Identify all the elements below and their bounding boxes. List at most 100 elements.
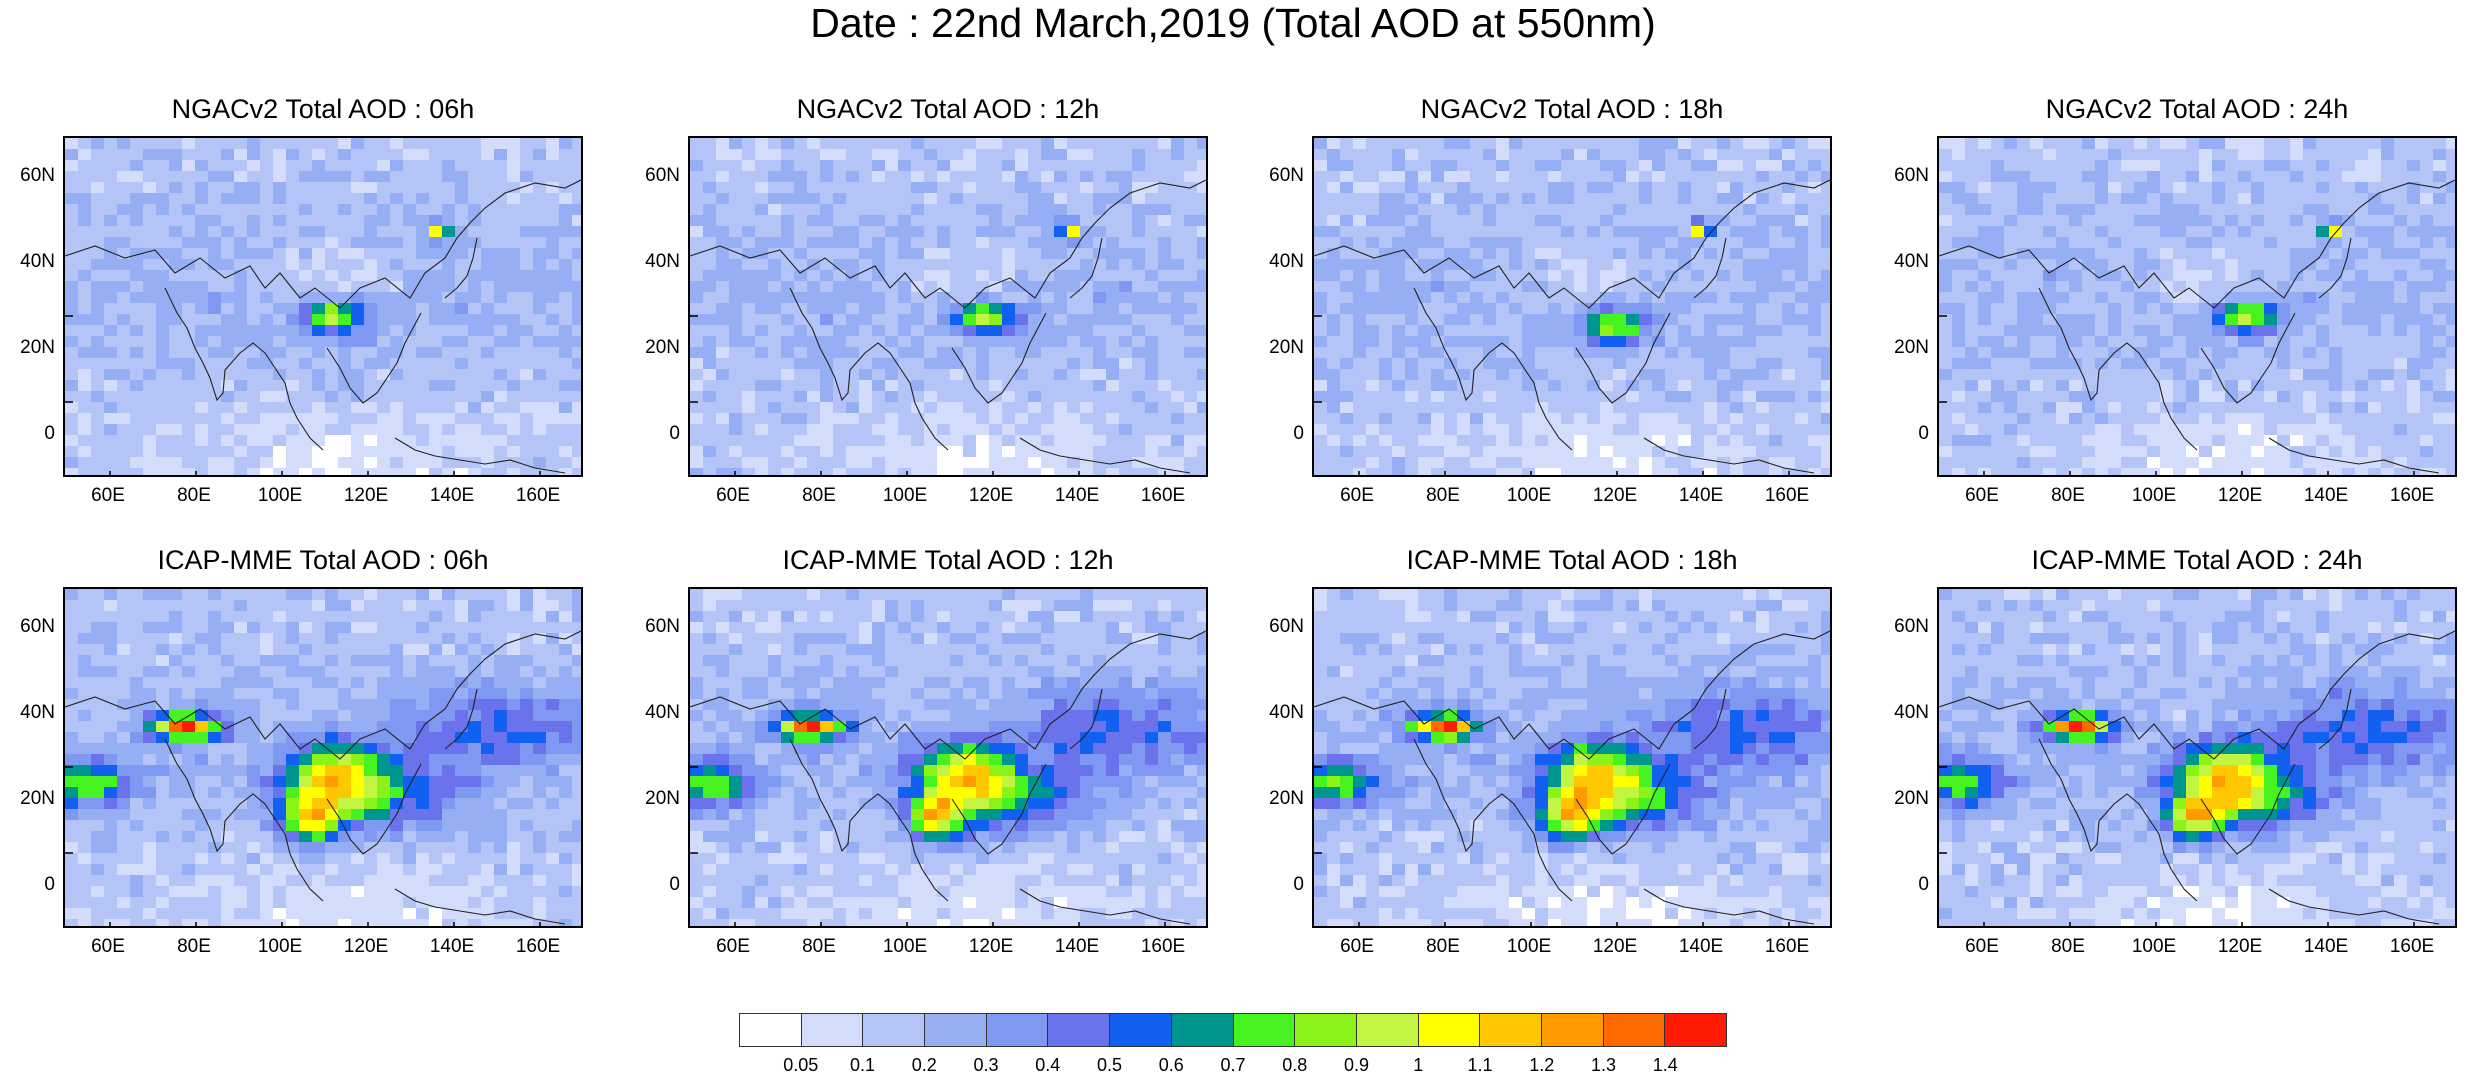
colorbar-label: 1 [1393,1054,1443,1076]
lon-label: 160E [2377,485,2447,507]
panel-title: NGACv2 Total AOD : 06h [23,92,623,126]
lon-label: 60E [698,936,768,958]
lon-label: 60E [73,936,143,958]
lon-label: 160E [1128,936,1198,958]
lon-label: 120E [1580,485,1650,507]
colorbar-label: 0.9 [1332,1054,1382,1076]
colorbar-label: 1.1 [1455,1054,1505,1076]
lat-label: 40N [1248,702,1304,724]
lat-label: 40N [624,702,680,724]
lat-label: 0 [1248,423,1304,445]
aod-field [1314,138,1832,477]
colorbar-box [1048,1014,1110,1046]
lon-label: 120E [956,485,1026,507]
lon-label: 100E [870,936,940,958]
colorbar-box [1110,1014,1172,1046]
lat-label: 60N [0,616,55,638]
lon-label: 80E [159,936,229,958]
panel-title: ICAP-MME Total AOD : 06h [23,543,623,577]
lat-label: 20N [1248,337,1304,359]
lat-label: 40N [1248,251,1304,273]
figure-title: Date : 22nd March,2019 (Total AOD at 550… [0,0,2466,46]
lat-label: 0 [0,874,55,896]
panel-title: ICAP-MME Total AOD : 24h [1897,543,2466,577]
colorbar-label: 0.05 [776,1054,826,1076]
lon-label: 160E [1128,485,1198,507]
lat-label: 0 [1873,874,1929,896]
colorbar-box [1234,1014,1296,1046]
lon-label: 160E [503,485,573,507]
lon-label: 60E [73,485,143,507]
colorbar-label: 0.1 [838,1054,888,1076]
lat-label: 60N [1873,616,1929,638]
aod-map-panel [63,136,583,477]
lat-label: 0 [624,874,680,896]
lon-label: 140E [1666,485,1736,507]
lon-label: 160E [503,936,573,958]
aod-field [690,589,1208,928]
lon-label: 80E [784,485,854,507]
lon-label: 100E [2119,936,2189,958]
colorbar-box [1480,1014,1542,1046]
lon-label: 60E [1322,485,1392,507]
lon-label: 140E [1666,936,1736,958]
colorbar-label: 1.3 [1579,1054,1629,1076]
panel-title: NGACv2 Total AOD : 12h [648,92,1248,126]
lat-label: 60N [0,165,55,187]
panel-title: ICAP-MME Total AOD : 18h [1272,543,1872,577]
aod-field [65,138,583,477]
lon-label: 80E [1408,936,1478,958]
lat-label: 20N [624,788,680,810]
colorbar-box [863,1014,925,1046]
lat-label: 60N [624,616,680,638]
colorbar-label: 0.6 [1146,1054,1196,1076]
lat-label: 40N [1873,251,1929,273]
lat-label: 40N [624,251,680,273]
lon-label: 140E [2291,485,2361,507]
lon-label: 120E [331,936,401,958]
lon-label: 80E [159,485,229,507]
panel-title: NGACv2 Total AOD : 18h [1272,92,1872,126]
lat-label: 60N [1248,165,1304,187]
lat-label: 20N [624,337,680,359]
lat-label: 20N [1248,788,1304,810]
lon-label: 100E [1494,936,1564,958]
lon-label: 60E [1322,936,1392,958]
colorbar-box [1665,1014,1726,1046]
aod-map-panel [1312,587,1832,928]
lon-label: 140E [2291,936,2361,958]
panel-title: NGACv2 Total AOD : 24h [1897,92,2466,126]
lat-label: 40N [0,702,55,724]
aod-field [1314,589,1832,928]
lon-label: 60E [1947,485,2017,507]
colorbar-label: 0.7 [1208,1054,1258,1076]
lat-label: 40N [1873,702,1929,724]
lon-label: 100E [2119,485,2189,507]
lon-label: 80E [2033,936,2103,958]
colorbar-box [1419,1014,1481,1046]
aod-field [65,589,583,928]
lon-label: 120E [331,485,401,507]
lon-label: 100E [870,485,940,507]
lat-label: 0 [0,423,55,445]
lon-label: 160E [2377,936,2447,958]
lat-label: 0 [1248,874,1304,896]
lon-label: 60E [698,485,768,507]
colorbar-box [740,1014,802,1046]
colorbar-box [925,1014,987,1046]
lon-label: 140E [417,485,487,507]
lon-label: 140E [417,936,487,958]
colorbar-label: 1.4 [1640,1054,1690,1076]
lon-label: 80E [2033,485,2103,507]
aod-map-panel [63,587,583,928]
aod-map-panel [688,587,1208,928]
lon-label: 160E [1752,936,1822,958]
colorbar-label: 0.8 [1270,1054,1320,1076]
aod-map-panel [1312,136,1832,477]
lat-label: 0 [1873,423,1929,445]
colorbar-label: 0.4 [1023,1054,1073,1076]
colorbar-box [1357,1014,1419,1046]
colorbar-label: 0.5 [1085,1054,1135,1076]
aod-field [690,138,1208,477]
lat-label: 0 [624,423,680,445]
